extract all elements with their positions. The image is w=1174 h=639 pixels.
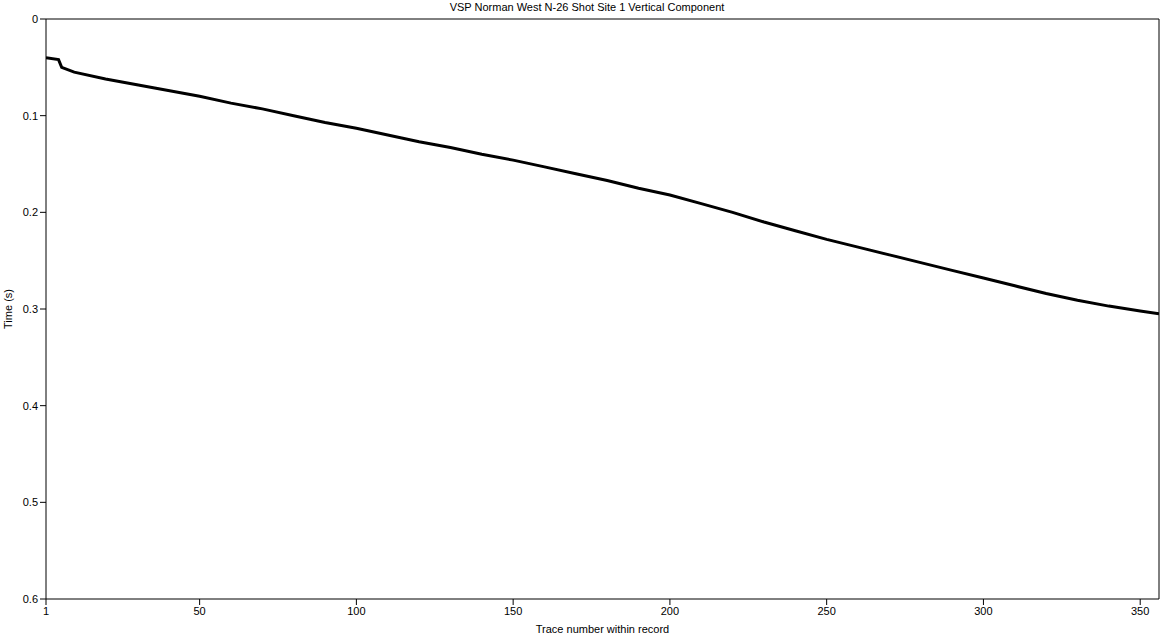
svg-text:0.2: 0.2 xyxy=(23,206,38,218)
svg-text:0: 0 xyxy=(32,13,38,25)
svg-text:250: 250 xyxy=(817,605,835,617)
svg-text:300: 300 xyxy=(974,605,992,617)
svg-text:Trace number within record: Trace number within record xyxy=(536,623,669,635)
svg-text:0.6: 0.6 xyxy=(23,593,38,605)
svg-text:50: 50 xyxy=(194,605,206,617)
svg-text:0.4: 0.4 xyxy=(23,400,38,412)
svg-text:350: 350 xyxy=(1131,605,1149,617)
svg-text:1: 1 xyxy=(43,605,49,617)
svg-text:0.5: 0.5 xyxy=(23,496,38,508)
svg-text:0.3: 0.3 xyxy=(23,303,38,315)
svg-text:0.1: 0.1 xyxy=(23,110,38,122)
svg-text:150: 150 xyxy=(504,605,522,617)
svg-text:Time (s): Time (s) xyxy=(2,289,14,329)
html-text:VSP Norman West N-26 Shot Site: VSP Norman West N-26 Shot Site 1 Vertica… xyxy=(449,1,725,13)
svg-text:100: 100 xyxy=(347,605,365,617)
svg-text:200: 200 xyxy=(661,605,679,617)
